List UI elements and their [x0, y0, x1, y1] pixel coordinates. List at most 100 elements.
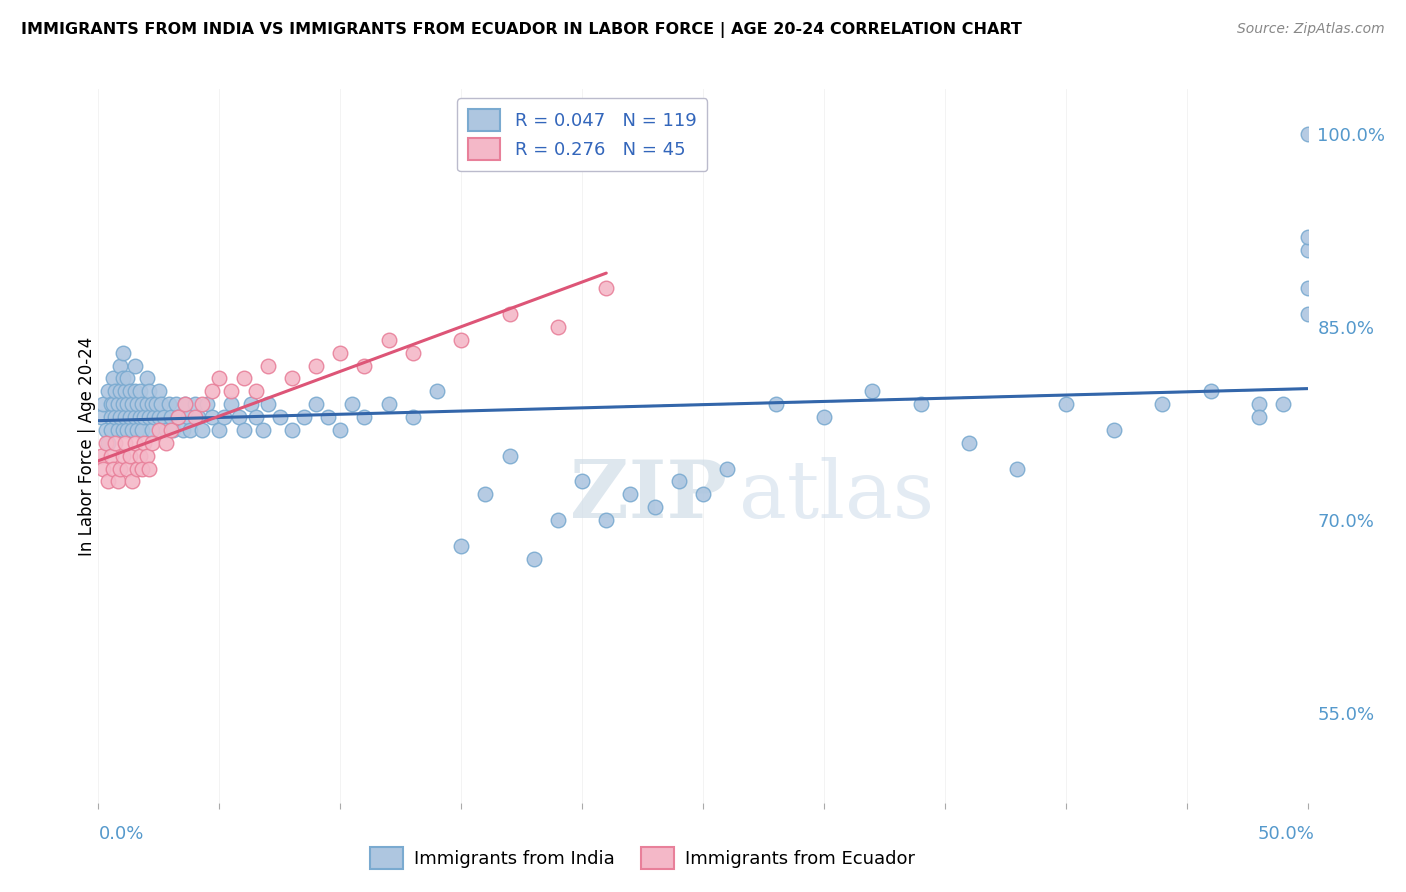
- Point: [402, 345, 425, 359]
- Point: [910, 397, 932, 411]
- Point: [232, 423, 254, 437]
- Point: [128, 449, 150, 463]
- Point: [179, 423, 201, 437]
- Point: [117, 423, 139, 437]
- Point: [547, 513, 569, 527]
- Point: [692, 487, 714, 501]
- Point: [127, 423, 149, 437]
- Point: [1296, 307, 1319, 321]
- Point: [201, 384, 224, 399]
- Legend: Immigrants from India, Immigrants from Ecuador: Immigrants from India, Immigrants from E…: [363, 839, 922, 876]
- Point: [1296, 230, 1319, 244]
- Point: [256, 397, 278, 411]
- Point: [131, 397, 153, 411]
- Y-axis label: In Labor Force | Age 20-24: In Labor Force | Age 20-24: [79, 336, 96, 556]
- Point: [100, 397, 122, 411]
- Point: [228, 410, 250, 425]
- Point: [94, 423, 117, 437]
- Point: [1152, 397, 1174, 411]
- Point: [141, 397, 163, 411]
- Point: [135, 449, 157, 463]
- Point: [245, 384, 267, 399]
- Point: [167, 410, 190, 425]
- Point: [813, 410, 835, 425]
- Point: [124, 384, 146, 399]
- Point: [91, 397, 114, 411]
- Point: [124, 359, 146, 373]
- Point: [619, 487, 641, 501]
- Point: [239, 397, 262, 411]
- Point: [143, 410, 166, 425]
- Point: [167, 410, 190, 425]
- Point: [269, 410, 291, 425]
- Point: [377, 333, 399, 347]
- Point: [353, 359, 375, 373]
- Point: [101, 371, 124, 385]
- Point: [114, 384, 136, 399]
- Point: [101, 397, 124, 411]
- Point: [111, 345, 134, 359]
- Point: [571, 475, 593, 489]
- Point: [157, 397, 180, 411]
- Point: [1102, 423, 1125, 437]
- Point: [342, 397, 364, 411]
- Point: [117, 397, 139, 411]
- Point: [117, 371, 139, 385]
- Point: [138, 384, 160, 399]
- Point: [145, 397, 167, 411]
- Point: [305, 359, 328, 373]
- Text: atlas: atlas: [740, 457, 935, 535]
- Point: [134, 435, 156, 450]
- Point: [150, 397, 173, 411]
- Point: [118, 410, 141, 425]
- Point: [1007, 461, 1029, 475]
- Point: [108, 461, 131, 475]
- Point: [118, 449, 141, 463]
- Point: [97, 475, 120, 489]
- Point: [148, 423, 170, 437]
- Point: [402, 410, 425, 425]
- Text: IMMIGRANTS FROM INDIA VS IMMIGRANTS FROM ECUADOR IN LABOR FORCE | AGE 20-24 CORR: IMMIGRANTS FROM INDIA VS IMMIGRANTS FROM…: [21, 22, 1022, 38]
- Point: [135, 397, 157, 411]
- Point: [100, 423, 122, 437]
- Point: [1296, 281, 1319, 295]
- Point: [191, 397, 214, 411]
- Point: [1249, 410, 1271, 425]
- Point: [523, 551, 546, 566]
- Point: [765, 397, 787, 411]
- Point: [1199, 384, 1222, 399]
- Point: [668, 475, 690, 489]
- Point: [377, 397, 399, 411]
- Point: [124, 410, 146, 425]
- Point: [595, 281, 617, 295]
- Point: [111, 423, 134, 437]
- Point: [100, 449, 122, 463]
- Point: [281, 423, 304, 437]
- Point: [127, 461, 149, 475]
- Point: [160, 423, 183, 437]
- Point: [107, 423, 129, 437]
- Point: [117, 461, 139, 475]
- Point: [90, 449, 112, 463]
- Point: [426, 384, 449, 399]
- Point: [131, 461, 153, 475]
- Point: [1249, 397, 1271, 411]
- Text: 50.0%: 50.0%: [1258, 825, 1315, 843]
- Point: [232, 371, 254, 385]
- Point: [121, 423, 143, 437]
- Point: [148, 410, 170, 425]
- Point: [329, 345, 352, 359]
- Point: [644, 500, 666, 514]
- Point: [90, 410, 112, 425]
- Point: [127, 397, 149, 411]
- Point: [860, 384, 883, 399]
- Point: [221, 397, 243, 411]
- Point: [104, 410, 127, 425]
- Point: [498, 307, 520, 321]
- Point: [111, 397, 134, 411]
- Point: [191, 423, 214, 437]
- Point: [474, 487, 496, 501]
- Point: [118, 384, 141, 399]
- Point: [111, 449, 134, 463]
- Point: [128, 410, 150, 425]
